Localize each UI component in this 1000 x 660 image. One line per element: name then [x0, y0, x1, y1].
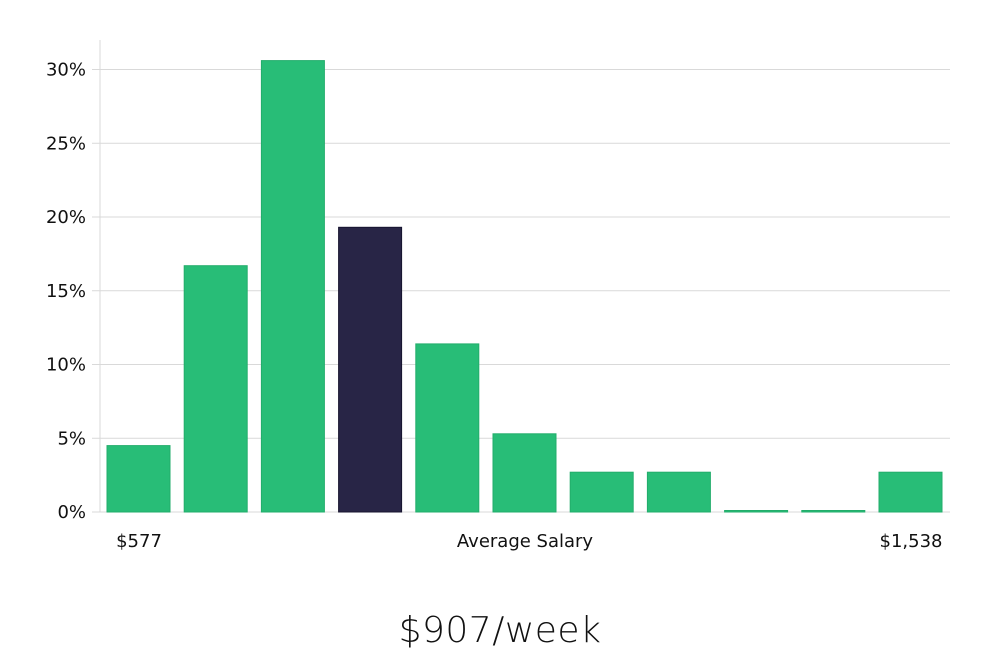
salary-histogram: 0%5%10%15%20%25%30% $577 Average Salary …: [46, 40, 950, 552]
average-salary-value: $907/week: [398, 610, 602, 651]
bar: [415, 343, 480, 513]
bars: [106, 60, 943, 513]
x-axis-title: Average Salary: [457, 531, 594, 552]
y-tick-label: 30%: [46, 60, 86, 81]
bar: [183, 265, 248, 513]
y-tick-label: 5%: [57, 428, 86, 449]
x-axis-max-label: $1,538: [880, 531, 943, 552]
bar: [801, 510, 866, 513]
y-tick-label: 20%: [46, 207, 86, 228]
bar: [878, 471, 943, 513]
bar: [569, 471, 634, 513]
y-axis-ticks: 0% 5% 10% 15% 20% 25% 30%: [46, 60, 100, 523]
x-axis-min-label: $577: [116, 531, 162, 552]
y-tick-label: 0%: [57, 502, 86, 523]
bar-highlighted: [338, 226, 403, 513]
bar: [646, 471, 711, 513]
y-tick-label: 25%: [46, 133, 86, 154]
bar: [724, 510, 789, 513]
bar: [492, 433, 557, 513]
bar: [106, 445, 171, 513]
y-tick-label: 15%: [46, 281, 86, 302]
bar: [260, 60, 325, 513]
y-tick-label: 10%: [46, 355, 86, 376]
